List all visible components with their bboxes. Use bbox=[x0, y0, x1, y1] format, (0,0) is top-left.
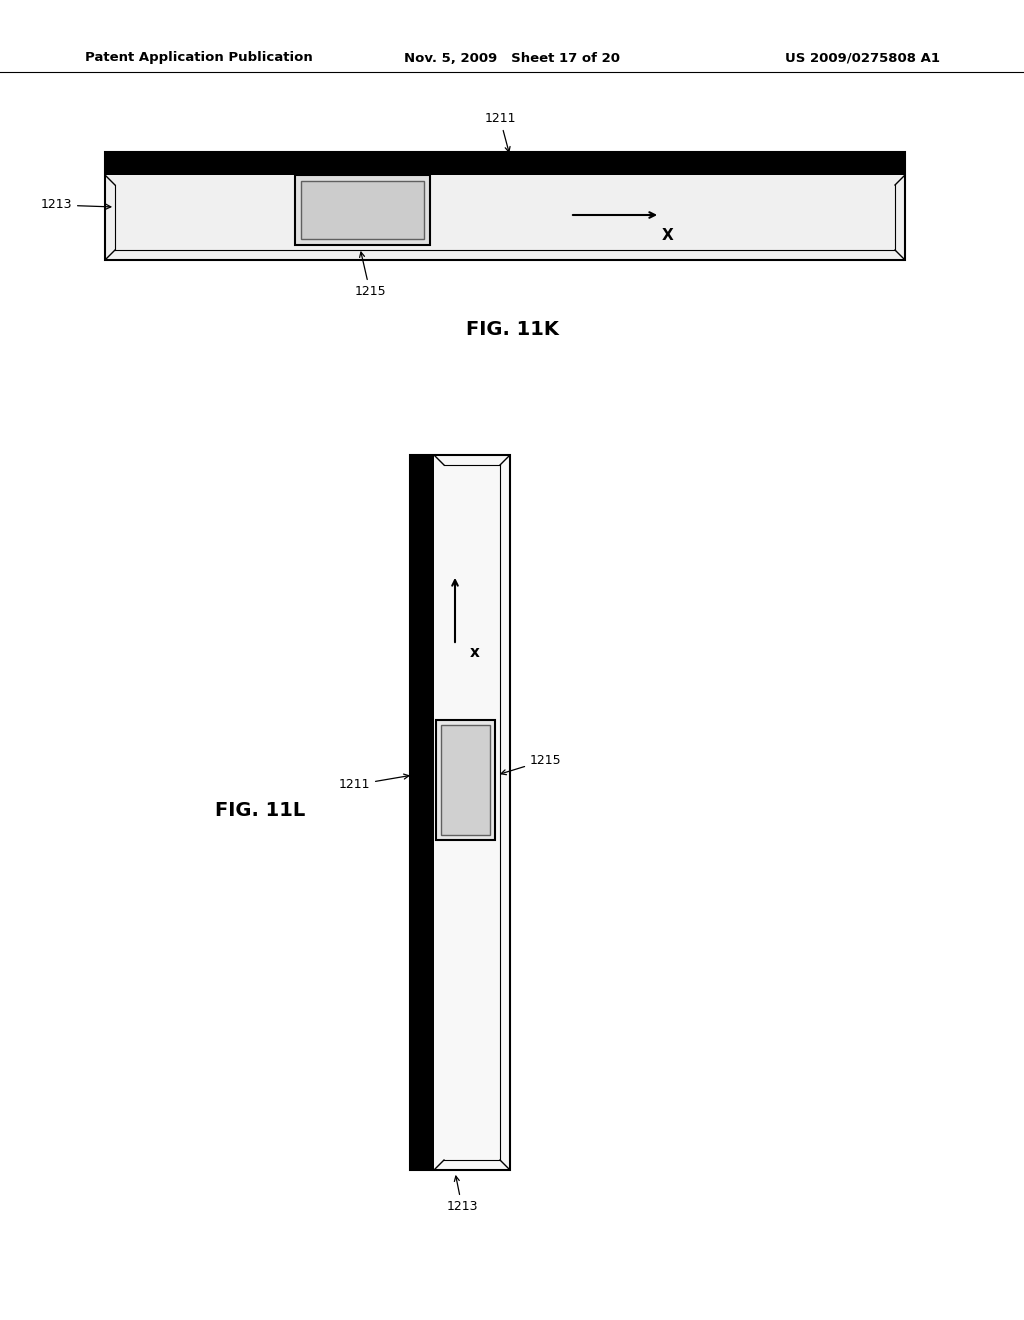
Text: 1211: 1211 bbox=[484, 112, 516, 152]
Bar bbox=[105, 152, 905, 176]
Text: X: X bbox=[663, 228, 674, 243]
Bar bbox=[441, 725, 490, 836]
Text: 1213: 1213 bbox=[41, 198, 111, 211]
Text: FIG. 11L: FIG. 11L bbox=[215, 800, 305, 820]
Text: Nov. 5, 2009   Sheet 17 of 20: Nov. 5, 2009 Sheet 17 of 20 bbox=[404, 51, 620, 65]
Text: 1211: 1211 bbox=[339, 774, 409, 792]
Bar bbox=[410, 455, 434, 1170]
Text: 1215: 1215 bbox=[354, 252, 386, 298]
Bar bbox=[410, 455, 510, 1170]
Bar bbox=[436, 719, 495, 840]
Text: x: x bbox=[470, 645, 480, 660]
Bar bbox=[295, 176, 430, 246]
Text: Patent Application Publication: Patent Application Publication bbox=[85, 51, 312, 65]
Text: 1215: 1215 bbox=[501, 754, 561, 775]
Bar bbox=[105, 152, 905, 260]
Bar bbox=[301, 181, 424, 239]
Text: 1213: 1213 bbox=[446, 1176, 478, 1213]
Text: FIG. 11K: FIG. 11K bbox=[466, 319, 558, 339]
Text: US 2009/0275808 A1: US 2009/0275808 A1 bbox=[785, 51, 940, 65]
